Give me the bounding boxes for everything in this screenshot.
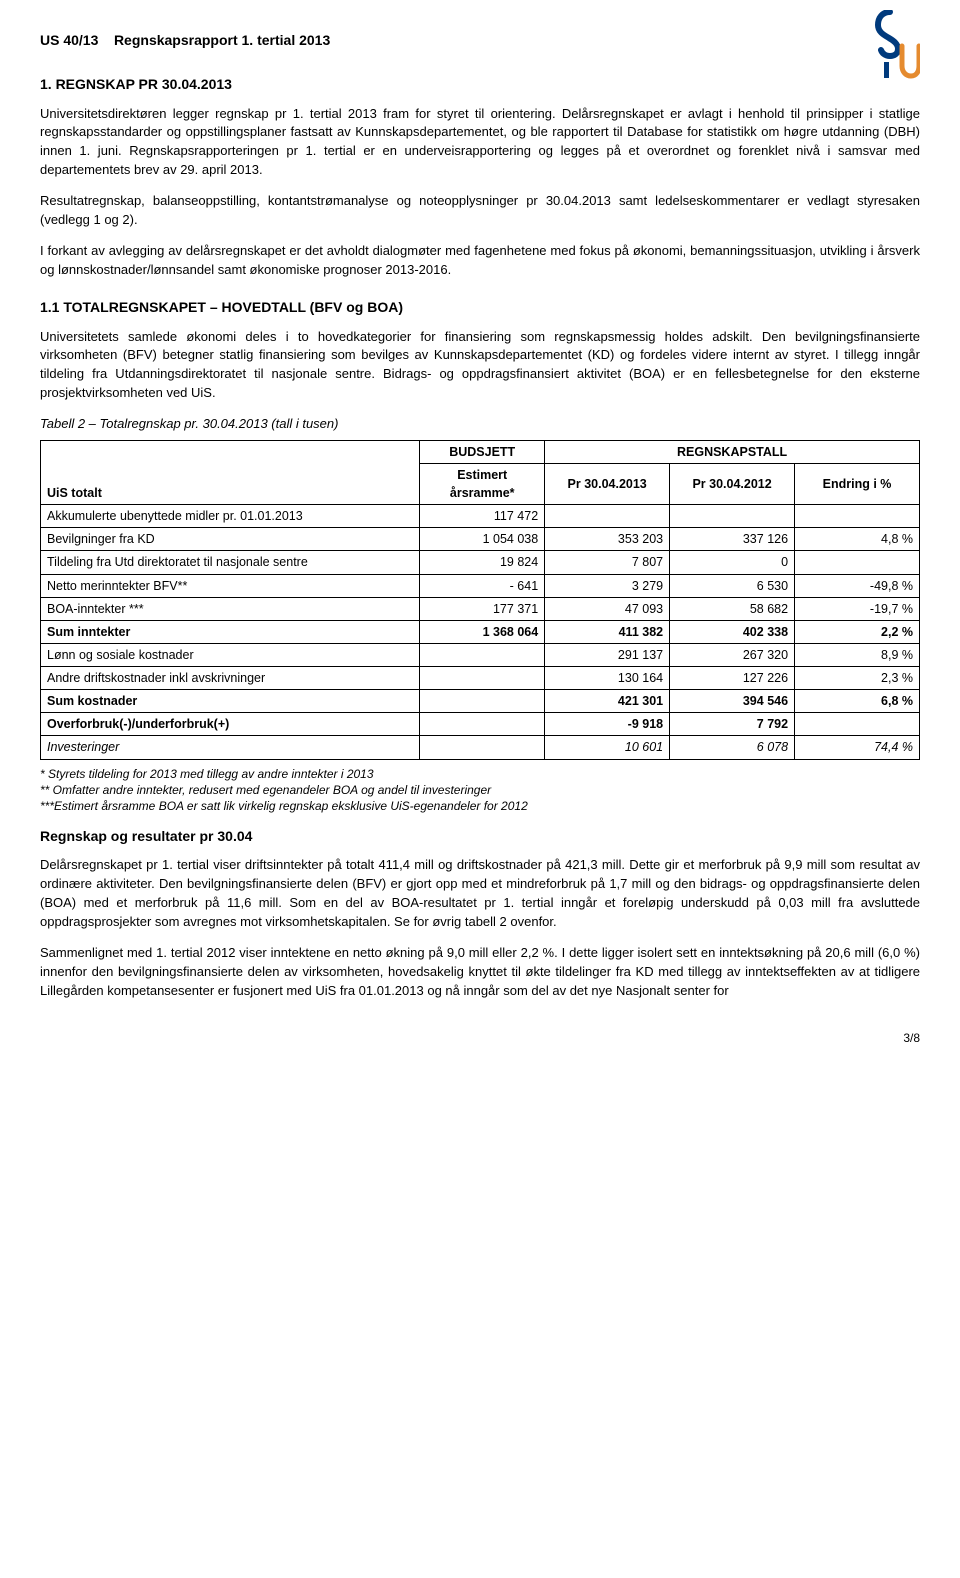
table-row: Akkumulerte ubenyttede midler pr. 01.01.… — [41, 505, 920, 528]
paragraph: Delårsregnskapet pr 1. tertial viser dri… — [40, 856, 920, 931]
page-number: 3/8 — [40, 1030, 920, 1047]
cell: 1 054 038 — [420, 528, 545, 551]
doc-title: Regnskapsrapport 1. tertial 2013 — [114, 32, 330, 48]
row-label: Overforbruk(-)/underforbruk(+) — [41, 713, 420, 736]
cell: 74,4 % — [795, 736, 920, 759]
table-row: Andre driftskostnader inkl avskrivninger… — [41, 667, 920, 690]
cell: 291 137 — [545, 643, 670, 666]
paragraph: I forkant av avlegging av delårsregnskap… — [40, 242, 920, 280]
doc-header: US 40/13 Regnskapsrapport 1. tertial 201… — [40, 30, 920, 50]
cell: 117 472 — [420, 505, 545, 528]
cell: 353 203 — [545, 528, 670, 551]
cell: 7 807 — [545, 551, 670, 574]
cell: 267 320 — [670, 643, 795, 666]
cell: 2,3 % — [795, 667, 920, 690]
table-header-row: UiS totalt BUDSJETT REGNSKAPSTALL — [41, 440, 920, 463]
paragraph: Universitetets samlede økonomi deles i t… — [40, 328, 920, 403]
cell: -49,8 % — [795, 574, 920, 597]
table-caption: Tabell 2 – Totalregnskap pr. 30.04.2013 … — [40, 415, 920, 434]
cell — [670, 505, 795, 528]
cell — [420, 736, 545, 759]
cell: 7 792 — [670, 713, 795, 736]
footnote: ** Omfatter andre inntekter, redusert me… — [40, 782, 920, 798]
cell: 402 338 — [670, 620, 795, 643]
cell: -19,7 % — [795, 597, 920, 620]
table-row: BOA-inntekter *** 177 371 47 093 58 682 … — [41, 597, 920, 620]
cell: 6 530 — [670, 574, 795, 597]
doc-code: US 40/13 — [40, 32, 98, 48]
cell: 8,9 % — [795, 643, 920, 666]
row-label: Netto merinntekter BFV** — [41, 574, 420, 597]
cell — [420, 643, 545, 666]
cell: 6,8 % — [795, 690, 920, 713]
cell: 4,8 % — [795, 528, 920, 551]
table-row: Bevilgninger fra KD 1 054 038 353 203 33… — [41, 528, 920, 551]
cell: 6 078 — [670, 736, 795, 759]
cell: 411 382 — [545, 620, 670, 643]
row-label: Tildeling fra Utd direktoratet til nasjo… — [41, 551, 420, 574]
cell — [795, 505, 920, 528]
section-1-1-heading: 1.1 TOTALREGNSKAPET – HOVEDTALL (BFV og … — [40, 297, 920, 317]
table-row-balance: Overforbruk(-)/underforbruk(+) -9 918 7 … — [41, 713, 920, 736]
table-row: Netto merinntekter BFV** - 641 3 279 6 5… — [41, 574, 920, 597]
col-header-pr2012: Pr 30.04.2012 — [670, 463, 795, 504]
table-row: Investeringer 10 601 6 078 74,4 % — [41, 736, 920, 759]
cell: 0 — [670, 551, 795, 574]
row-label: Lønn og sosiale kostnader — [41, 643, 420, 666]
cell — [795, 713, 920, 736]
cell: 58 682 — [670, 597, 795, 620]
col-header-uis: UiS totalt — [41, 440, 420, 504]
row-label: Bevilgninger fra KD — [41, 528, 420, 551]
table-row: Tildeling fra Utd direktoratet til nasjo… — [41, 551, 920, 574]
col-header-pr2013: Pr 30.04.2013 — [545, 463, 670, 504]
section-1-heading: 1. REGNSKAP PR 30.04.2013 — [40, 74, 920, 94]
cell — [420, 690, 545, 713]
col-group-regnskapstall: REGNSKAPSTALL — [545, 440, 920, 463]
cell: 3 279 — [545, 574, 670, 597]
cell — [420, 713, 545, 736]
row-label: Sum kostnader — [41, 690, 420, 713]
cell: 2,2 % — [795, 620, 920, 643]
section-3-heading: Regnskap og resultater pr 30.04 — [40, 826, 920, 846]
cell: - 641 — [420, 574, 545, 597]
cell: 1 368 064 — [420, 620, 545, 643]
row-label: Investeringer — [41, 736, 420, 759]
footnote: ***Estimert årsramme BOA er satt lik vir… — [40, 798, 920, 814]
paragraph: Universitetsdirektøren legger regnskap p… — [40, 105, 920, 180]
table-footnotes: * Styrets tildeling for 2013 med tillegg… — [40, 766, 920, 815]
totalregnskap-table: UiS totalt BUDSJETT REGNSKAPSTALL Estime… — [40, 440, 920, 760]
cell: 130 164 — [545, 667, 670, 690]
paragraph: Resultatregnskap, balanseoppstilling, ko… — [40, 192, 920, 230]
cell — [545, 505, 670, 528]
table-row-sum: Sum kostnader 421 301 394 546 6,8 % — [41, 690, 920, 713]
uis-logo — [872, 10, 920, 86]
cell: 10 601 — [545, 736, 670, 759]
row-label: Akkumulerte ubenyttede midler pr. 01.01.… — [41, 505, 420, 528]
cell: -9 918 — [545, 713, 670, 736]
row-label: Sum inntekter — [41, 620, 420, 643]
row-label: Andre driftskostnader inkl avskrivninger — [41, 667, 420, 690]
cell: 47 093 — [545, 597, 670, 620]
col-group-budsjett: BUDSJETT — [420, 440, 545, 463]
paragraph: Sammenlignet med 1. tertial 2012 viser i… — [40, 944, 920, 1001]
col-header-estimert: Estimert årsramme* — [420, 463, 545, 504]
cell: 19 824 — [420, 551, 545, 574]
cell: 127 226 — [670, 667, 795, 690]
table-row: Lønn og sosiale kostnader 291 137 267 32… — [41, 643, 920, 666]
cell: 337 126 — [670, 528, 795, 551]
row-label: BOA-inntekter *** — [41, 597, 420, 620]
footnote: * Styrets tildeling for 2013 med tillegg… — [40, 766, 920, 782]
cell — [795, 551, 920, 574]
cell: 394 546 — [670, 690, 795, 713]
page: US 40/13 Regnskapsrapport 1. tertial 201… — [0, 0, 960, 1088]
cell: 177 371 — [420, 597, 545, 620]
cell — [420, 667, 545, 690]
table-row-sum: Sum inntekter 1 368 064 411 382 402 338 … — [41, 620, 920, 643]
cell: 421 301 — [545, 690, 670, 713]
col-header-endring: Endring i % — [795, 463, 920, 504]
